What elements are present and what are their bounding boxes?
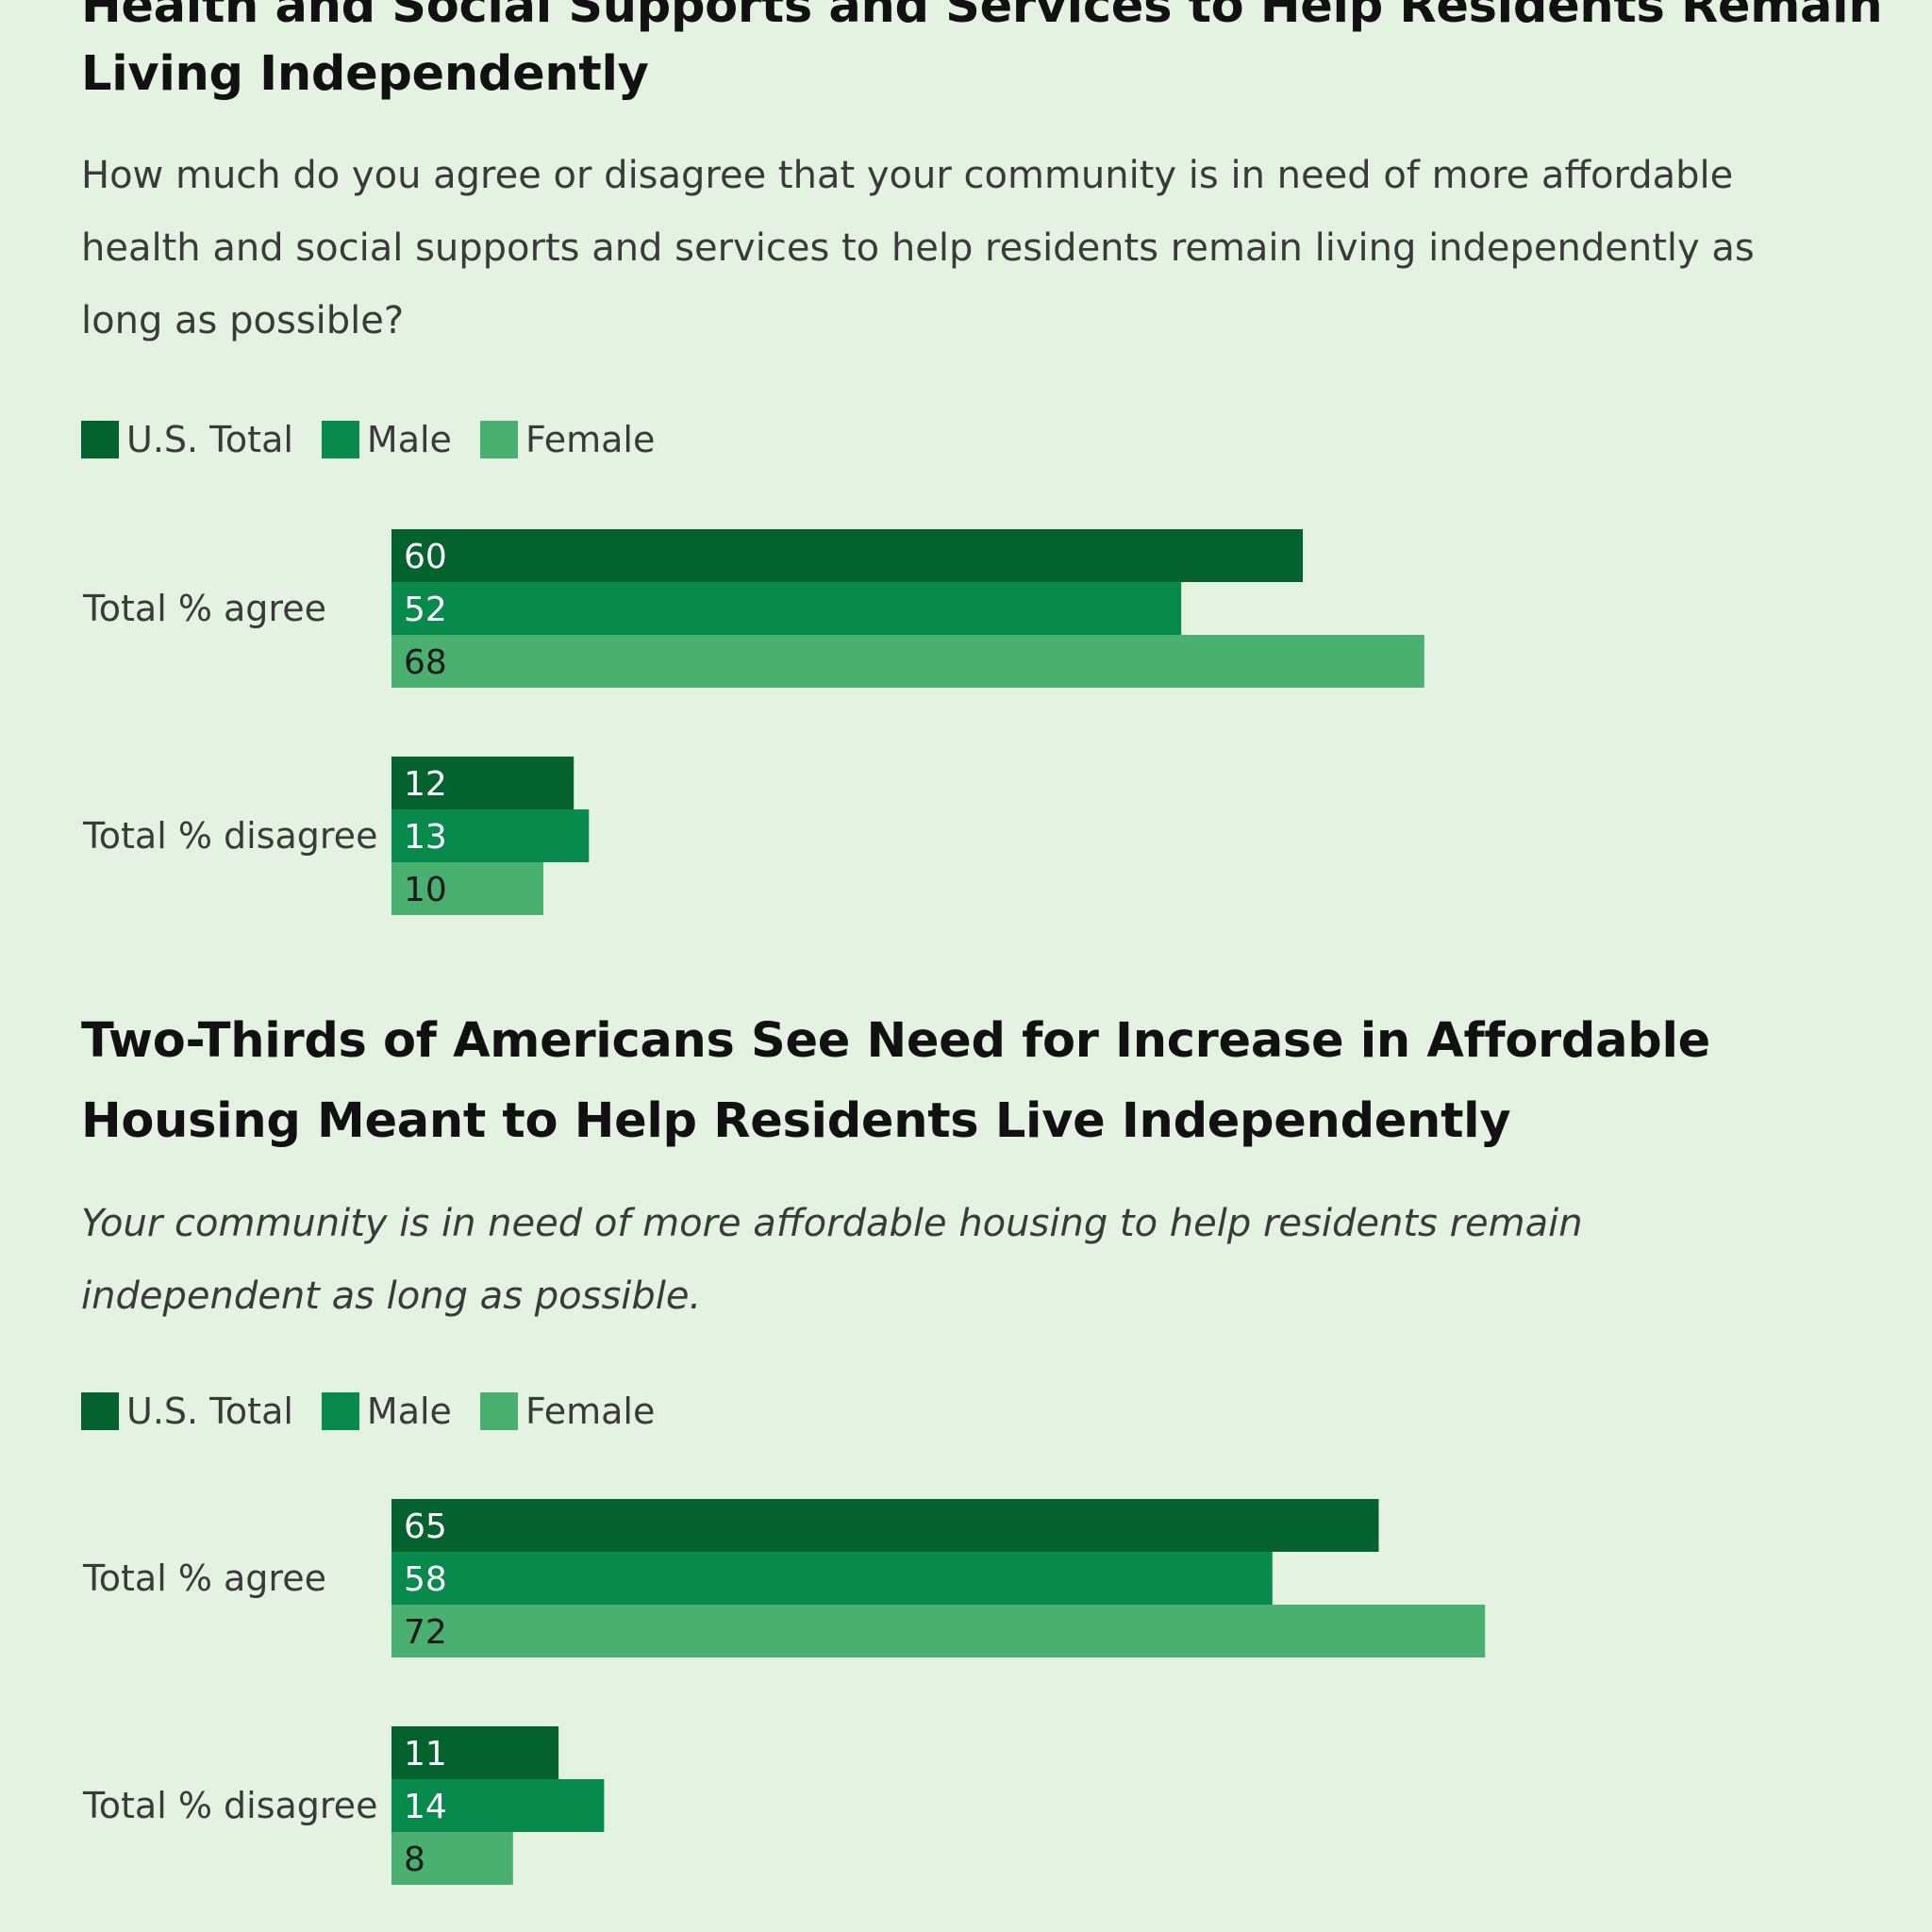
data-label-total-pct-agree-male: 52 <box>404 591 447 629</box>
chart-2-statement-line-1: Your community is in need of more afford… <box>81 1202 1583 1245</box>
bar-total-pct-agree-u-s-total <box>391 1499 1379 1552</box>
bar-total-pct-agree-male <box>391 1552 1273 1605</box>
chart-1-question: How much do you agree or disagree that y… <box>81 140 1855 358</box>
chart-1-title-line-1: Health and Social Supports and Services … <box>81 0 1883 34</box>
chart-2-plot: Total % agree 65 58 72 Total % disagree 11 14 8 <box>82 1499 1486 1885</box>
data-label-total-pct-agree-female: 72 <box>404 1613 447 1652</box>
legend-label-us-total: U.S. Total <box>126 1391 293 1432</box>
legend-swatch-male <box>321 1392 359 1430</box>
data-label-total-pct-disagree-male: 14 <box>404 1788 447 1826</box>
chart-1-question-line-1: How much do you agree or disagree that y… <box>81 154 1734 197</box>
legend-swatch-us-total <box>81 421 119 458</box>
category-label-total-pct-agree: Total % agree <box>82 1557 326 1599</box>
bar-total-pct-agree-u-s-total <box>391 529 1303 582</box>
data-label-total-pct-agree-male: 58 <box>404 1560 447 1599</box>
category-label-total-pct-disagree: Total % disagree <box>82 815 377 857</box>
data-label-total-pct-agree-female: 68 <box>404 643 447 682</box>
data-label-total-pct-disagree-female: 10 <box>404 871 447 909</box>
bar-total-pct-disagree-u-s-total <box>391 1726 559 1779</box>
bar-total-pct-disagree-male <box>391 809 590 862</box>
legend-label-male: Male <box>366 419 452 460</box>
chart-2-title-line-1: Two-Thirds of Americans See Need for Inc… <box>81 1013 1710 1069</box>
legend-label-female: Female <box>525 419 656 460</box>
legend-item-us-total: U.S. Total <box>81 419 293 460</box>
legend-swatch-us-total <box>81 1392 119 1430</box>
data-label-total-pct-agree-u-s-total: 65 <box>404 1507 447 1546</box>
legend-item-male: Male <box>321 1391 452 1432</box>
legend-item-female: Female <box>479 1391 656 1432</box>
chart-1-title-line-2: Living Independently <box>81 46 649 102</box>
data-label-total-pct-disagree-u-s-total: 11 <box>404 1735 447 1774</box>
legend-swatch-female <box>479 421 518 458</box>
legend-item-us-total: U.S. Total <box>81 1391 293 1432</box>
chart-1-legend: U.S. Total Male Female <box>81 419 683 460</box>
chart-1-question-line-2: health and social supports and services … <box>81 226 1755 270</box>
bar-total-pct-disagree-male <box>391 1779 605 1832</box>
data-label-total-pct-agree-u-s-total: 60 <box>404 538 447 576</box>
chart-1-plot: Total % agree 60 52 68 Total % disagree 12 13 1… <box>82 529 1424 915</box>
legend-swatch-male <box>321 421 359 458</box>
legend-label-female: Female <box>525 1391 656 1432</box>
bar-total-pct-disagree-u-s-total <box>391 757 575 809</box>
bar-total-pct-disagree-female <box>391 862 543 915</box>
data-label-total-pct-disagree-u-s-total: 12 <box>404 765 447 804</box>
legend-label-us-total: U.S. Total <box>126 419 293 460</box>
bar-total-pct-agree-female <box>391 1605 1486 1657</box>
bar-total-pct-agree-male <box>391 582 1182 635</box>
chart-1-question-line-3: long as possible? <box>81 299 405 342</box>
data-label-total-pct-disagree-male: 13 <box>404 818 447 857</box>
chart-2-title-line-2: Housing Meant to Help Residents Live Ind… <box>81 1093 1511 1149</box>
legend-item-male: Male <box>321 419 452 460</box>
bar-total-pct-disagree-female <box>391 1832 513 1885</box>
chart-2-legend: U.S. Total Male Female <box>81 1391 683 1432</box>
category-label-total-pct-agree: Total % agree <box>82 588 326 629</box>
legend-item-female: Female <box>479 419 656 460</box>
bar-total-pct-agree-female <box>391 635 1424 688</box>
data-label-total-pct-disagree-female: 8 <box>404 1840 425 1879</box>
legend-swatch-female <box>479 1392 518 1430</box>
category-label-total-pct-disagree: Total % disagree <box>82 1785 377 1826</box>
chart-2-statement-line-2: independent as long as possible. <box>81 1274 702 1318</box>
chart-2-statement: Your community is in need of more afford… <box>81 1188 1855 1333</box>
legend-label-male: Male <box>366 1391 452 1432</box>
